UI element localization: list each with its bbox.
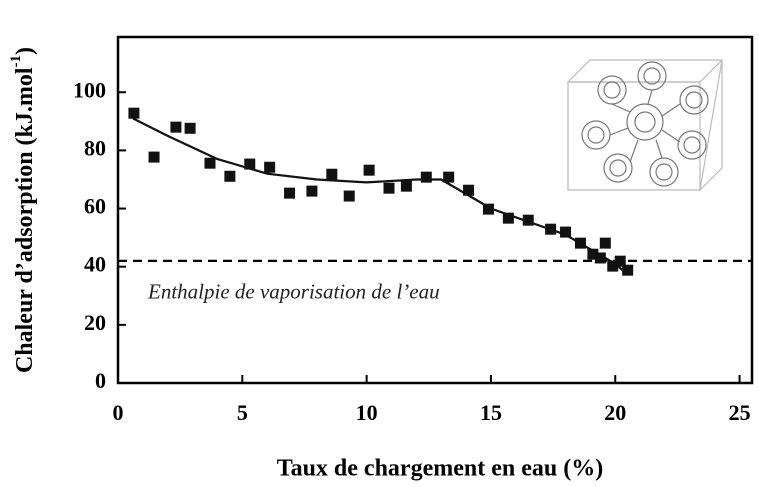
x-tick-label: 15 bbox=[480, 400, 502, 425]
y-tick-label: 0 bbox=[95, 368, 106, 393]
data-point bbox=[184, 122, 196, 134]
reference-label: Enthalpie de vaporisation de l’eau bbox=[147, 280, 440, 304]
data-point bbox=[463, 184, 475, 196]
plot-frame bbox=[116, 35, 754, 385]
x-tick-label: 0 bbox=[113, 400, 124, 425]
data-point bbox=[443, 171, 455, 183]
y-label-sup: -1 bbox=[8, 55, 24, 68]
data-point bbox=[614, 255, 626, 267]
data-point bbox=[128, 107, 140, 119]
data-point bbox=[170, 121, 182, 133]
y-tick-label: 20 bbox=[84, 310, 106, 335]
y-tick-label: 80 bbox=[84, 135, 106, 160]
data-point bbox=[326, 168, 338, 180]
data-point bbox=[284, 187, 296, 199]
x-tick-label: 10 bbox=[356, 400, 378, 425]
zeolite-inset bbox=[566, 59, 724, 192]
data-point bbox=[594, 252, 606, 264]
data-point bbox=[502, 212, 514, 224]
fit-line bbox=[132, 117, 626, 274]
data-point bbox=[607, 260, 619, 272]
data-point bbox=[587, 248, 599, 260]
y-tick-label: 60 bbox=[84, 194, 106, 219]
data-point bbox=[363, 164, 375, 176]
x-tick-label: 25 bbox=[729, 400, 751, 425]
data-point bbox=[204, 157, 216, 169]
data-point bbox=[383, 182, 395, 194]
data-point bbox=[264, 161, 276, 173]
y-label-end: ) bbox=[12, 47, 38, 55]
x-axis-label: Taux de chargement en eau (%) bbox=[277, 456, 603, 482]
data-point bbox=[560, 226, 572, 238]
data-point bbox=[420, 171, 432, 183]
y-label-text: Chaleur d’adsorption (kJ.mol bbox=[12, 67, 38, 373]
data-point bbox=[148, 151, 160, 163]
x-tick-label: 20 bbox=[604, 400, 626, 425]
data-point bbox=[343, 190, 355, 202]
y-axis-label: Chaleur d’adsorption (kJ.mol-1) bbox=[8, 47, 37, 373]
data-point bbox=[522, 214, 534, 226]
data-point bbox=[482, 203, 494, 215]
data-point bbox=[599, 237, 611, 249]
data-point bbox=[306, 185, 318, 197]
data-point bbox=[244, 158, 256, 170]
x-tick-label: 5 bbox=[237, 400, 248, 425]
y-tick-label: 40 bbox=[84, 252, 106, 277]
data-point bbox=[400, 180, 412, 192]
data-point bbox=[224, 170, 236, 182]
y-tick-label: 100 bbox=[73, 77, 106, 102]
data-point bbox=[622, 264, 634, 276]
